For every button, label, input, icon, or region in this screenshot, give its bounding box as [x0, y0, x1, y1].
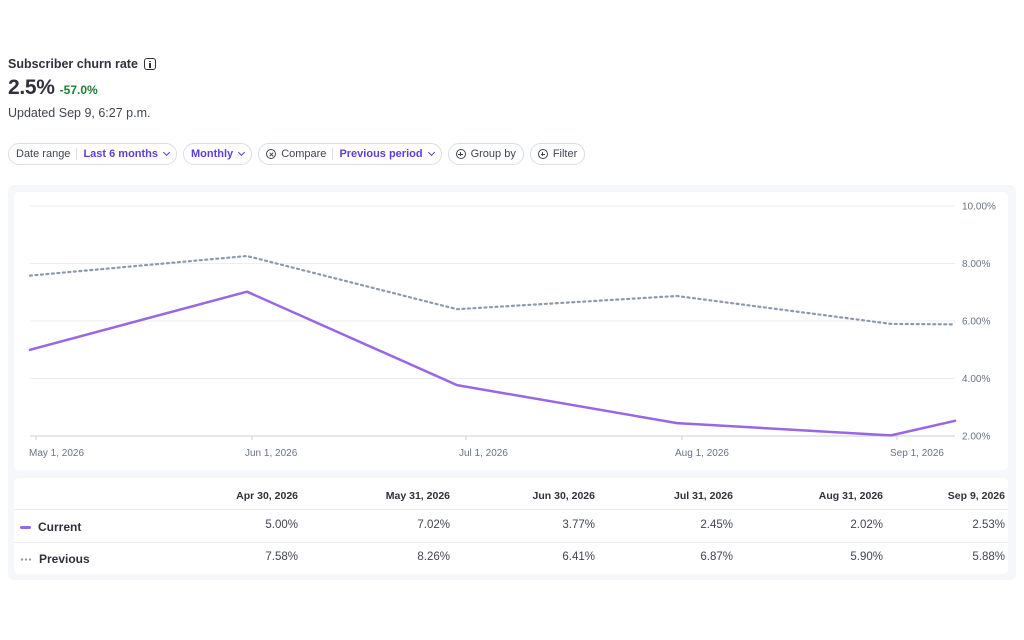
group-by-button[interactable]: Group by: [447, 143, 524, 165]
series-line-current: [28, 290, 957, 437]
divider: [76, 148, 78, 160]
series-name: Current: [38, 520, 82, 534]
y-tick-label: 2.00%: [962, 432, 990, 443]
y-axis-ticks: 2.00% 4.00% 6.00% 8.00% 10.00%: [962, 202, 996, 443]
date-range-selector[interactable]: Date range Last 6 months: [8, 143, 178, 165]
metric-value: 2.5%: [8, 76, 55, 99]
y-tick-label: 6.00%: [962, 317, 990, 328]
grid-lines: [30, 205, 955, 437]
compare-label: Compare: [281, 148, 327, 160]
compare-selector[interactable]: Compare Previous period: [258, 143, 442, 165]
remove-compare-icon[interactable]: [266, 149, 277, 159]
filter-label: Filter: [552, 148, 578, 160]
compare-value: Previous period: [339, 148, 423, 160]
updated-timestamp: Updated Sep 9, 6:27 p.m.: [8, 106, 151, 120]
date-range-label: Date range: [16, 148, 71, 160]
plus-circle-icon: [537, 149, 548, 159]
date-range-value: Last 6 months: [83, 148, 159, 160]
table-cell: 2.02%: [850, 519, 883, 531]
x-tick-label: Aug 1, 2026: [675, 448, 729, 459]
filter-button[interactable]: Filter: [529, 143, 586, 165]
x-tick-label: Jun 1, 2026: [245, 448, 298, 459]
table-column-header: Aug 31, 2026: [818, 490, 883, 502]
table-cell: 6.41%: [562, 551, 595, 563]
chart-card: [14, 192, 1008, 470]
table-cell: 2.53%: [972, 519, 1005, 531]
table-cell: 3.77%: [562, 519, 595, 531]
change-badge: -57.0%: [59, 83, 98, 97]
interval-selector[interactable]: Monthly: [183, 143, 253, 165]
metric-title-row: Subscriber churn rate: [8, 57, 156, 71]
x-tick-label: May 1, 2026: [29, 448, 84, 459]
table-column-header: Jun 30, 2026: [532, 490, 595, 502]
table-column-header: Jul 31, 2026: [674, 490, 733, 502]
y-tick-label: 4.00%: [962, 374, 990, 385]
info-icon[interactable]: [143, 58, 156, 70]
table-cell: 5.00%: [265, 519, 298, 531]
table-row-label: Current: [20, 520, 81, 534]
x-tick-label: Jul 1, 2026: [459, 448, 508, 459]
table-cell: 2.45%: [700, 519, 733, 531]
x-axis-ticks: May 1, 2026 Jun 1, 2026 Jul 1, 2026 Aug 1, …: [29, 436, 944, 459]
table-cell: 6.87%: [700, 551, 733, 563]
group-by-label: Group by: [470, 148, 516, 160]
metric-value-row: 2.5% -57.0%: [8, 76, 98, 100]
filter-bar: Date range Last 6 months Monthly Compare…: [8, 143, 586, 165]
y-tick-label: 8.00%: [962, 259, 990, 270]
table-column-header: Apr 30, 2026: [236, 490, 298, 502]
table-cell: 8.26%: [417, 551, 450, 563]
plus-circle-icon: [455, 149, 466, 159]
legend-swatch: [20, 525, 31, 529]
series-lines: [28, 254, 957, 437]
series-line-previous: [28, 254, 957, 326]
table-column-header: May 31, 2026: [385, 490, 450, 502]
table-row-label: Previous: [20, 552, 90, 566]
legend-swatch: [20, 557, 32, 561]
x-tick-label: Sep 1, 2026: [890, 448, 944, 459]
series-name: Previous: [39, 552, 90, 566]
table-cell: 7.58%: [265, 551, 298, 563]
y-tick-label: 10.00%: [962, 202, 996, 213]
table-divider: [14, 509, 1008, 510]
table-cell: 5.88%: [972, 551, 1005, 563]
table-card: [14, 478, 1008, 574]
interval-value: Monthly: [191, 148, 234, 160]
divider: [332, 148, 334, 160]
metric-title: Subscriber churn rate: [8, 57, 138, 71]
table-divider: [14, 542, 1008, 543]
table-cell: 7.02%: [417, 519, 450, 531]
table-column-header: Sep 9, 2026: [947, 490, 1005, 502]
table-cell: 5.90%: [850, 551, 883, 563]
